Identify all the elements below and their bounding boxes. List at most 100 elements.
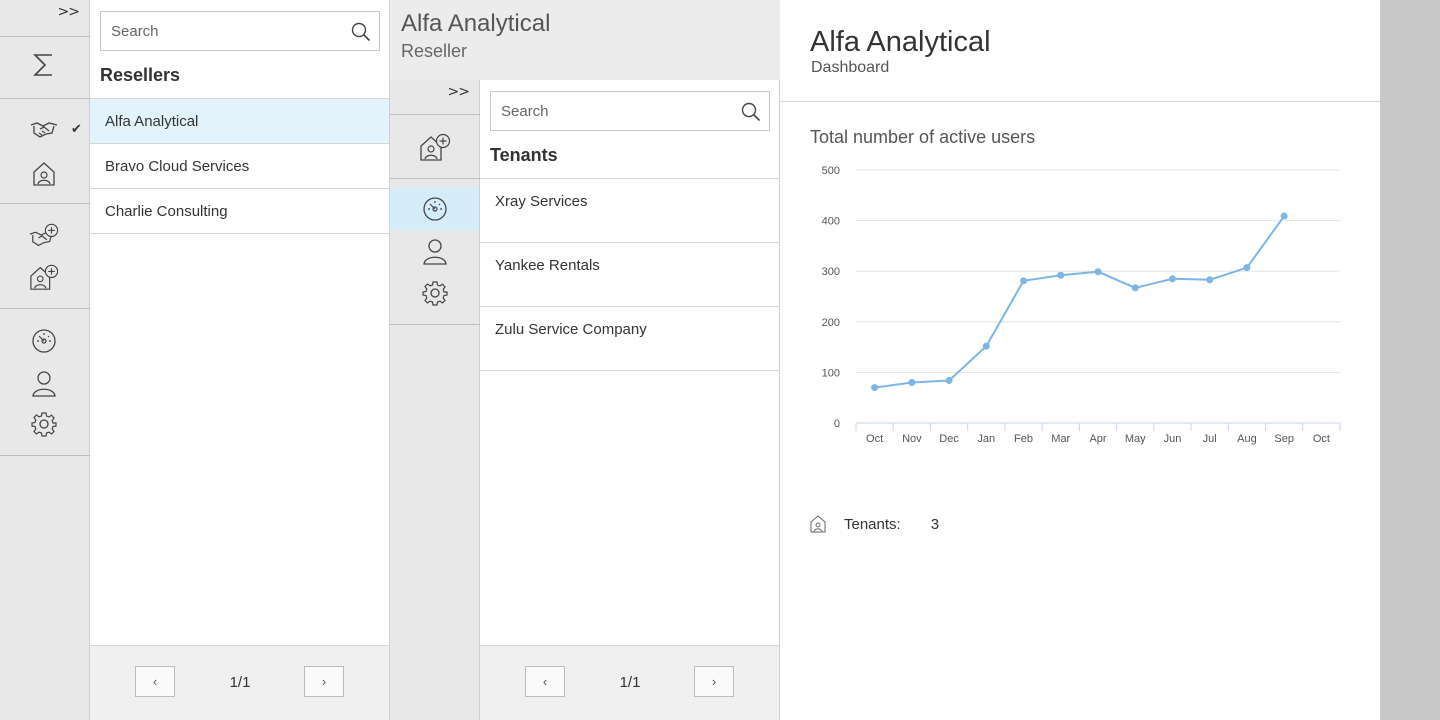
x-tick-label: Nov xyxy=(902,433,922,445)
prev-page-button[interactable]: ‹ xyxy=(135,666,175,697)
x-tick-label: Mar xyxy=(1051,433,1070,445)
x-tick-label: Jan xyxy=(977,433,995,445)
reseller-nav-rail: >> xyxy=(390,80,480,720)
reseller-item-alfa[interactable]: Alfa Analytical xyxy=(90,99,389,144)
data-point xyxy=(1243,264,1251,272)
tenant-item-xray[interactable]: Xray Services xyxy=(480,179,779,243)
main-nav-rail: >> ✔ xyxy=(0,0,90,720)
y-tick-label: 100 xyxy=(822,367,840,379)
chevron-right-icon: › xyxy=(321,674,327,689)
x-tick-label: Oct xyxy=(1313,433,1330,445)
check-icon: ✔ xyxy=(71,121,82,136)
user-icon[interactable] xyxy=(390,230,479,272)
resellers-pagination: ‹ 1/1 › xyxy=(90,645,389,720)
reseller-subtitle: Reseller xyxy=(401,41,468,61)
reseller-item-charlie[interactable]: Charlie Consulting xyxy=(90,189,389,234)
tenant-search-input[interactable] xyxy=(491,92,769,130)
divider xyxy=(0,455,90,456)
active-users-line-chart: 0 100 200 300 400 500 Oct Nov Dec Jan Feb Mar Apr May… xyxy=(822,165,1341,445)
tenant-building-icon[interactable] xyxy=(29,159,59,189)
divider xyxy=(390,114,480,115)
x-tick-label: May xyxy=(1125,433,1146,445)
y-tick-label: 400 xyxy=(822,216,840,228)
add-reseller-icon[interactable] xyxy=(29,221,59,251)
tenants-heading: Tenants xyxy=(490,145,558,165)
tenant-item-zulu[interactable]: Zulu Service Company xyxy=(480,307,779,371)
resellers-list: Alfa Analytical Bravo Cloud Services Cha… xyxy=(90,98,389,234)
reseller-search-box xyxy=(100,11,380,51)
resellers-heading: Resellers xyxy=(100,65,181,85)
tenant-search-box xyxy=(490,91,770,131)
dashboard-gauge-icon[interactable] xyxy=(390,188,479,230)
handshake-icon[interactable] xyxy=(29,115,59,145)
chevron-left-icon: ‹ xyxy=(152,674,158,689)
chevron-left-icon: ‹ xyxy=(542,674,548,689)
tenants-count-stat: Tenants: 3 xyxy=(810,514,939,534)
y-tick-label: 300 xyxy=(822,266,840,278)
data-point xyxy=(1131,284,1139,292)
tenant-building-icon xyxy=(810,515,826,533)
reseller-title: Alfa Analytical xyxy=(401,10,551,37)
window-gutter xyxy=(1380,0,1440,720)
next-page-button[interactable]: › xyxy=(694,666,734,697)
x-tick-label: Dec xyxy=(939,433,959,445)
data-point xyxy=(945,376,953,384)
resellers-panel: Resellers Alfa Analytical Bravo Cloud Se… xyxy=(90,0,390,720)
settings-gear-icon[interactable] xyxy=(390,272,479,314)
expand-nav-button[interactable]: >> xyxy=(57,4,80,20)
dashboard-gauge-icon[interactable] xyxy=(29,326,59,356)
data-point xyxy=(1280,212,1288,220)
user-icon[interactable] xyxy=(29,368,59,398)
data-point xyxy=(1057,271,1065,279)
data-point xyxy=(1168,275,1176,283)
tenants-count-label: Tenants: xyxy=(844,515,901,533)
y-tick-label: 0 xyxy=(834,418,840,430)
divider xyxy=(390,178,480,179)
dashboard-subtitle: Dashboard xyxy=(811,59,890,76)
sigma-icon[interactable] xyxy=(29,50,59,80)
reseller-header: Alfa Analytical Reseller xyxy=(390,0,780,80)
x-tick-label: Aug xyxy=(1237,433,1257,445)
tenants-count-value: 3 xyxy=(930,515,940,533)
data-point xyxy=(1094,268,1102,276)
y-tick-label: 500 xyxy=(822,165,840,177)
page-indicator: 1/1 xyxy=(619,674,641,691)
x-tick-label: Sep xyxy=(1274,433,1294,445)
add-tenant-icon[interactable] xyxy=(390,126,479,168)
divider xyxy=(0,98,90,99)
dashboard-header: Alfa Analytical Dashboard xyxy=(780,0,1380,102)
next-page-button[interactable]: › xyxy=(304,666,344,697)
chevron-right-icon: › xyxy=(711,674,717,689)
tenants-panel: Tenants Xray Services Yankee Rentals Zul… xyxy=(480,80,780,720)
divider xyxy=(390,324,480,325)
prev-page-button[interactable]: ‹ xyxy=(525,666,565,697)
data-point xyxy=(871,384,879,392)
divider xyxy=(0,308,90,309)
x-tick-label: Apr xyxy=(1089,433,1106,445)
reseller-search-input[interactable] xyxy=(101,12,379,50)
y-tick-label: 200 xyxy=(822,317,840,329)
dashboard-title: Alfa Analytical xyxy=(810,26,991,58)
reseller-item-bravo[interactable]: Bravo Cloud Services xyxy=(90,144,389,189)
x-tick-label: Feb xyxy=(1014,433,1033,445)
divider xyxy=(0,203,90,204)
add-tenant-icon[interactable] xyxy=(29,262,59,292)
expand-subnav-button[interactable]: >> xyxy=(447,84,470,100)
tenants-list: Xray Services Yankee Rentals Zulu Servic… xyxy=(480,178,779,371)
chart-title: Total number of active users xyxy=(810,127,1036,147)
tenant-item-yankee[interactable]: Yankee Rentals xyxy=(480,243,779,307)
x-tick-label: Jun xyxy=(1164,433,1182,445)
data-point xyxy=(908,379,916,387)
data-point xyxy=(982,342,990,350)
tenants-pagination: ‹ 1/1 › xyxy=(480,645,779,720)
divider xyxy=(0,36,90,37)
data-point xyxy=(1206,276,1214,284)
search-icon[interactable] xyxy=(351,22,371,42)
data-point xyxy=(1020,277,1028,285)
series-line xyxy=(874,215,1285,389)
x-tick-label: Jul xyxy=(1203,433,1217,445)
settings-gear-icon[interactable] xyxy=(29,409,59,439)
search-icon[interactable] xyxy=(741,102,761,122)
dashboard-panel: Alfa Analytical Dashboard Total number o… xyxy=(780,0,1380,720)
